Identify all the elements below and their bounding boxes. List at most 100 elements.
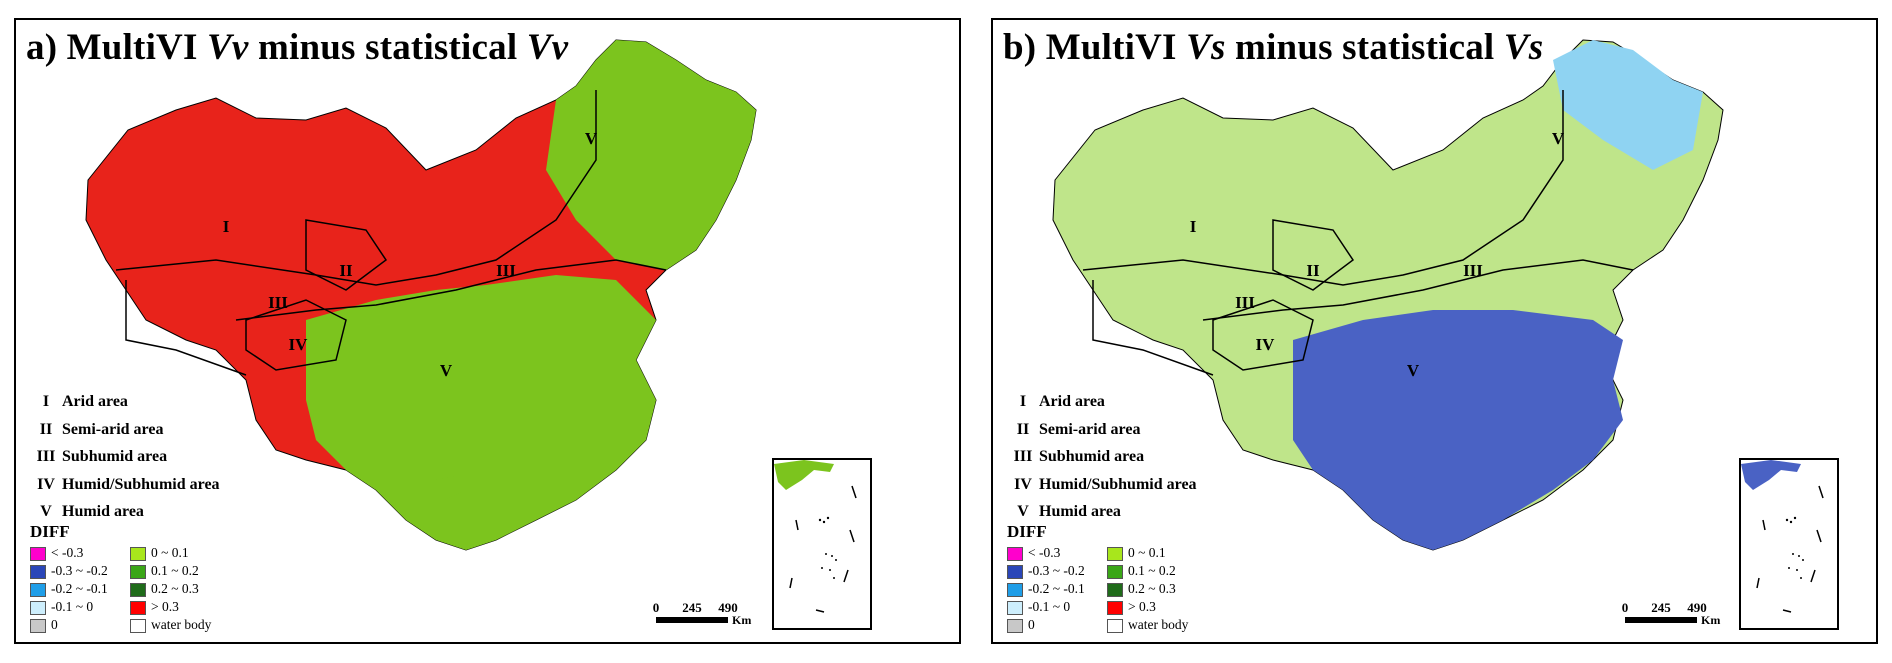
region-legend-item: III Subhumid area <box>1013 448 1145 465</box>
color-swatch <box>30 582 46 597</box>
inset-map <box>1741 460 1824 613</box>
region-label: I <box>1190 217 1197 236</box>
diff-legend-right: 0 ~ 0.1 0.1 ~ 0.2 0.2 ~ 0.3 > 0.3 water … <box>130 544 211 634</box>
color-swatch <box>1007 618 1023 633</box>
panel-b: b) MultiVI Vs minus statistical Vs I II … <box>991 18 1878 644</box>
diff-legend-item: > 0.3 <box>130 598 211 616</box>
region-label: III <box>496 261 516 280</box>
region-label: II <box>1306 261 1320 280</box>
region-label: V <box>585 129 598 148</box>
diff-legend-item: < -0.3 <box>1007 544 1085 562</box>
diff-legend-item: -0.3 ~ -0.2 <box>30 562 108 580</box>
color-swatch <box>130 600 146 615</box>
diff-legend-item: > 0.3 <box>1107 598 1188 616</box>
diff-legend-item: -0.1 ~ 0 <box>1007 598 1085 616</box>
diff-legend-item: -0.1 ~ 0 <box>30 598 108 616</box>
region-legend-item: IV Humid/Subhumid area <box>1014 475 1197 493</box>
diff-legend-item: water body <box>1107 616 1188 634</box>
color-swatch <box>30 564 46 579</box>
color-swatch <box>130 546 146 561</box>
color-swatch <box>130 582 146 597</box>
color-swatch <box>30 618 46 633</box>
zone-boundary <box>1272 219 1355 291</box>
diff-legend-item: water body <box>130 616 211 634</box>
region-label: IV <box>1256 335 1276 354</box>
color-swatch <box>1007 564 1023 579</box>
region-label: I <box>223 217 230 236</box>
region-legend-item: I Arid area <box>1019 393 1105 410</box>
zone-boundary <box>1212 299 1314 371</box>
scale-tick-label: 490 <box>1687 600 1707 615</box>
south-china-sea-inset <box>1739 458 1839 630</box>
region-legend-item: I Arid area <box>42 393 128 410</box>
color-swatch <box>1007 582 1023 597</box>
color-swatch <box>1107 582 1123 597</box>
color-swatch <box>1107 546 1123 561</box>
diff-legend-right: 0 ~ 0.1 0.1 ~ 0.2 0.2 ~ 0.3 > 0.3 water … <box>1107 544 1188 634</box>
diff-legend-item: -0.3 ~ -0.2 <box>1007 562 1085 580</box>
zone-boundary <box>305 219 388 291</box>
zone-boundary <box>245 299 347 371</box>
south-region <box>1293 310 1623 550</box>
northeast-region <box>1553 40 1703 170</box>
zone-boundary <box>235 259 667 321</box>
china-map: I II III IV V III V <box>85 39 757 551</box>
hainan-island <box>1397 476 1429 500</box>
diff-legend-item: 0 <box>1007 616 1085 634</box>
northeast-region <box>546 40 756 270</box>
color-swatch <box>130 564 146 579</box>
scale-tick-label: 490 <box>718 600 738 615</box>
scale-unit: Km <box>732 613 751 627</box>
region-label: III <box>268 293 288 312</box>
diff-legend-item: 0.1 ~ 0.2 <box>1107 562 1188 580</box>
diff-legend-item: 0 ~ 0.1 <box>1107 544 1188 562</box>
region-legend-item: II Semi-arid area <box>1016 420 1141 438</box>
color-swatch <box>1107 618 1123 633</box>
zone-boundary <box>1092 280 1214 376</box>
diff-legend-left: < -0.3 -0.3 ~ -0.2 -0.2 ~ -0.1 -0.1 ~ 0 … <box>1007 544 1085 634</box>
region-legend-item: IV Humid/Subhumid area <box>37 475 220 493</box>
region-legend: I Arid area II Semi-arid area III Subhumid … <box>30 388 220 526</box>
diff-legend-title: DIFF <box>1007 522 1047 541</box>
scale-tick-label: 0 <box>653 600 660 615</box>
china-map: I II III IV V III V <box>1052 39 1724 551</box>
scale-tick-label: 0 <box>1622 600 1629 615</box>
zone-boundary <box>115 90 597 286</box>
color-swatch <box>30 600 46 615</box>
scale-bar: 0 245 490 Km <box>1622 600 1721 627</box>
taiwan-island <box>574 405 591 445</box>
hainan-island <box>430 476 462 500</box>
diff-legend-item: < -0.3 <box>30 544 108 562</box>
region-label: V <box>1552 129 1565 148</box>
region-legend-item: III Subhumid area <box>36 448 168 465</box>
zone-boundary <box>125 280 247 376</box>
diff-legend-title: DIFF <box>30 522 70 541</box>
diff-legend-item: 0.2 ~ 0.3 <box>130 580 211 598</box>
panel-title: a) MultiVI Vv minus statistical Vv <box>26 27 569 68</box>
color-swatch <box>1107 600 1123 615</box>
region-label: IV <box>289 335 309 354</box>
region-legend-item: V Humid area <box>1017 503 1121 520</box>
south-region <box>306 275 656 550</box>
region-label: II <box>339 261 353 280</box>
panel-title: b) MultiVI Vs minus statistical Vs <box>1003 27 1544 68</box>
region-legend-item: II Semi-arid area <box>39 420 164 438</box>
region-label: V <box>440 361 453 380</box>
diff-legend-item: 0.2 ~ 0.3 <box>1107 580 1188 598</box>
region-label: III <box>1463 261 1483 280</box>
color-swatch <box>130 618 146 633</box>
color-swatch <box>1107 564 1123 579</box>
scale-tick-label: 245 <box>682 600 702 615</box>
scale-unit: Km <box>1701 613 1720 627</box>
diff-legend-item: -0.2 ~ -0.1 <box>1007 580 1085 598</box>
south-china-sea-inset <box>772 458 872 630</box>
color-swatch <box>1007 546 1023 561</box>
color-swatch <box>30 546 46 561</box>
diff-legend-item: 0.1 ~ 0.2 <box>130 562 211 580</box>
zone-boundary <box>1202 259 1634 321</box>
diff-legend-left: < -0.3 -0.3 ~ -0.2 -0.2 ~ -0.1 -0.1 ~ 0 … <box>30 544 108 634</box>
zone-boundary <box>1082 90 1564 286</box>
diff-legend-item: -0.2 ~ -0.1 <box>30 580 108 598</box>
diff-legend-item: 0 ~ 0.1 <box>130 544 211 562</box>
color-swatch <box>1007 600 1023 615</box>
